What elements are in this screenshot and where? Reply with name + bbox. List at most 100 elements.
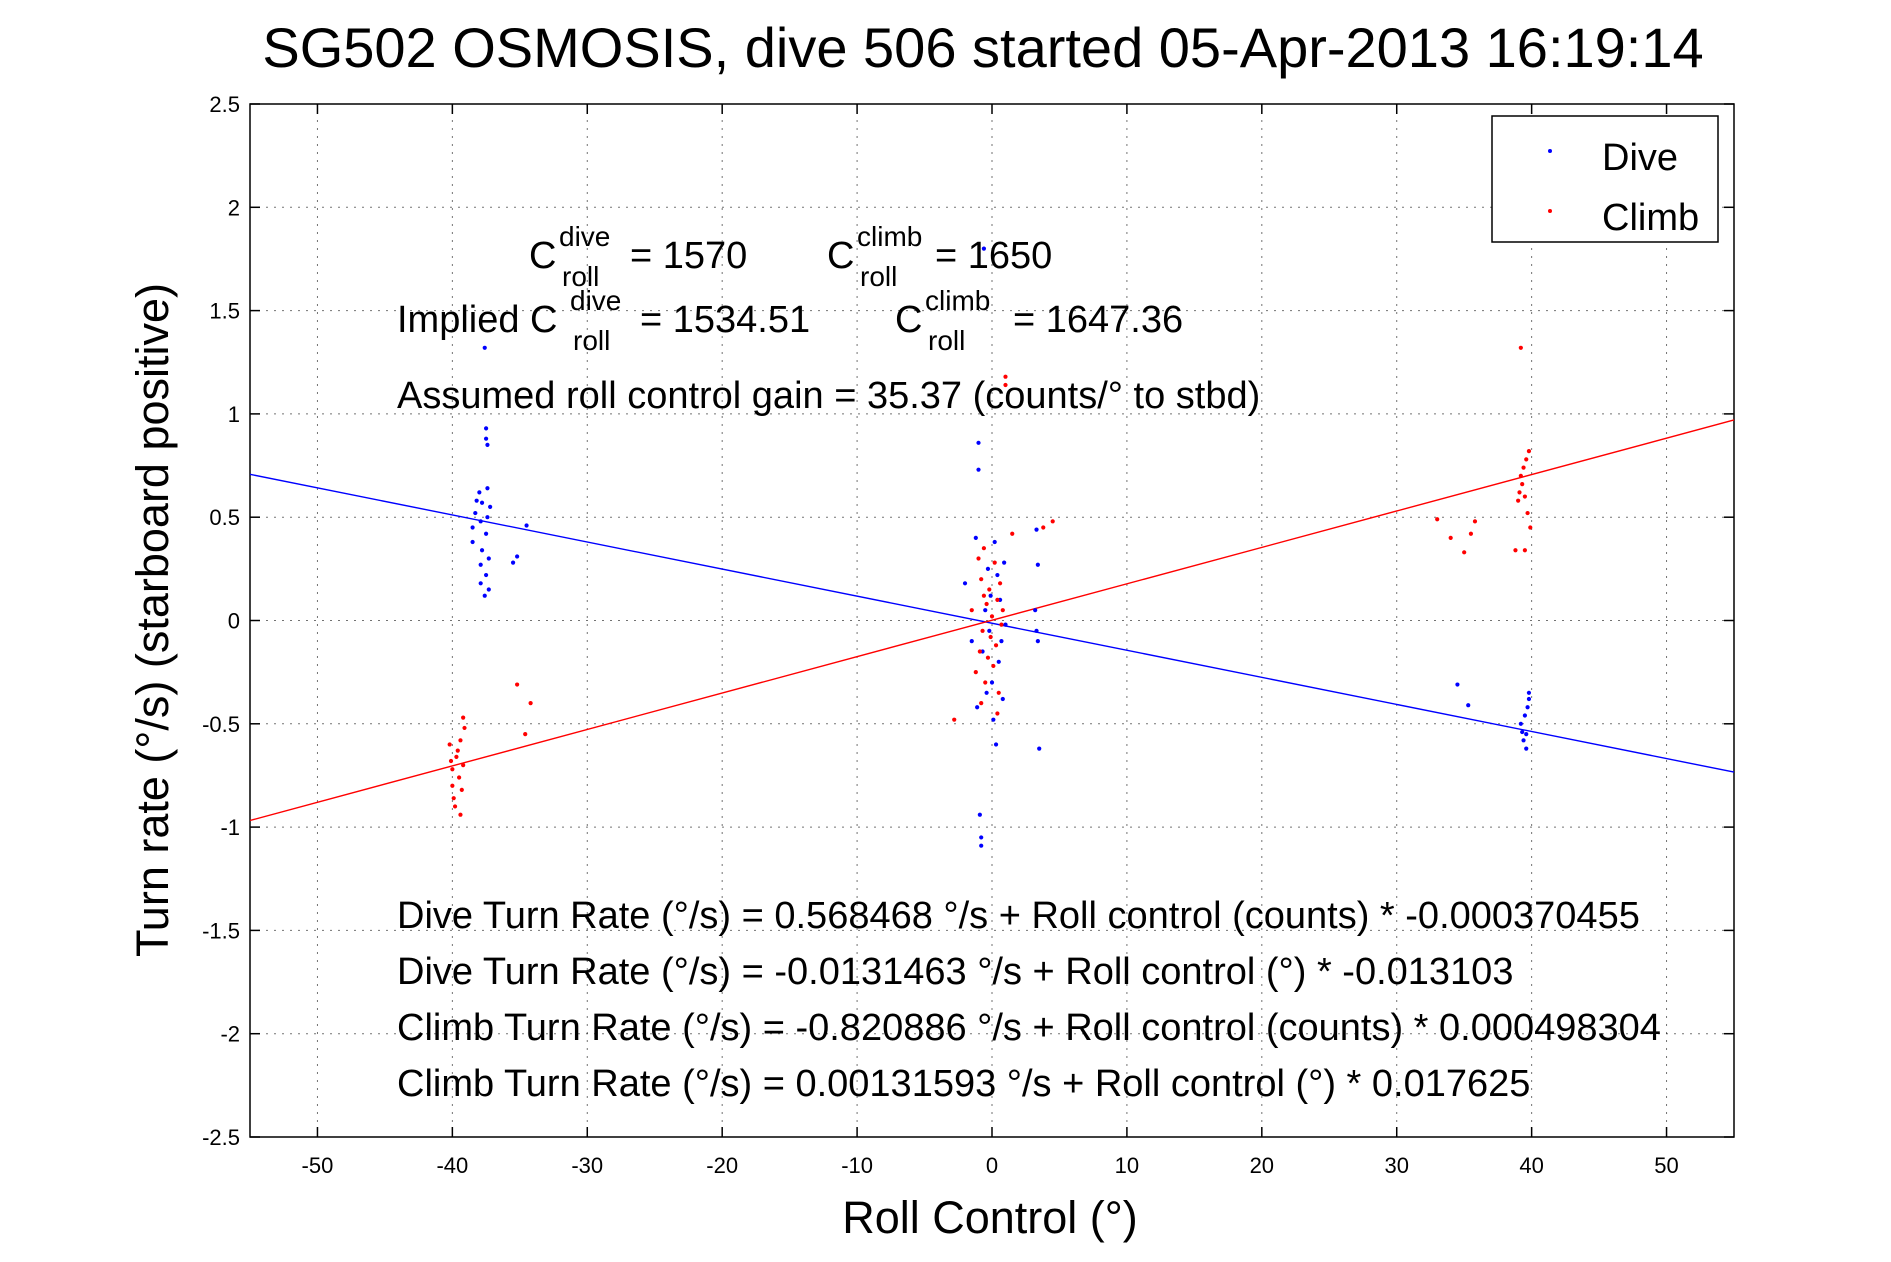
point-climb [980, 628, 985, 633]
point-dive [989, 680, 995, 685]
point-climb [458, 738, 463, 743]
point-dive [962, 581, 968, 586]
point-climb [995, 597, 1000, 602]
point-dive [483, 426, 489, 431]
point-climb [1525, 510, 1530, 516]
axis-ticks: -50 -40 -30 -20 -10 0 10 20 30 40 50-2.5-2-1.5-1-0… [202, 92, 1734, 1178]
point-climb [1435, 517, 1440, 522]
point-climb [976, 556, 981, 561]
point-climb [450, 783, 455, 788]
x-tick-label: 40 [1519, 1153, 1543, 1178]
point-climb [459, 787, 464, 793]
point-dive [1034, 527, 1039, 532]
point-dive [992, 539, 997, 545]
y-tick-label: -0.5 [202, 712, 240, 737]
point-climb [973, 670, 978, 675]
y-tick-label: 0.5 [209, 505, 240, 530]
point-dive [486, 556, 491, 561]
point-dive [1035, 639, 1040, 644]
point-dive [477, 490, 482, 495]
equation-climb-counts: Climb Turn Rate (°/s) = -0.820886 °/s + … [397, 1007, 1661, 1049]
point-dive [473, 510, 478, 516]
implied-climb-superscript: climb [925, 285, 990, 316]
point-dive [1033, 608, 1038, 613]
legend-box [1491, 115, 1719, 243]
point-dive [482, 593, 487, 598]
point-climb [451, 796, 456, 801]
point-climb [1518, 345, 1523, 350]
roll-constants-annotation: C dive roll = 1570 C climb roll = 1650 I… [397, 221, 1260, 417]
point-dive [483, 531, 489, 536]
point-dive [478, 581, 483, 586]
point-climb [969, 608, 974, 613]
point-dive [976, 440, 981, 445]
fit-lines [249, 419, 1735, 822]
legend-label-climb: Climb [1602, 197, 1699, 239]
point-climb [999, 622, 1004, 627]
point-climb [462, 725, 467, 731]
y-tick-label: 2.5 [209, 92, 240, 117]
point-dive [985, 566, 991, 571]
x-tick-label: 50 [1654, 1153, 1678, 1178]
point-climb [1468, 531, 1474, 536]
point-climb [1513, 548, 1518, 553]
implied-dive-subscript: roll [573, 325, 610, 356]
implied-dive-label: Implied C [397, 299, 558, 341]
y-tick-label: 0 [228, 609, 240, 634]
point-dive [1034, 628, 1039, 633]
point-dive [975, 705, 980, 710]
point-climb [461, 763, 466, 768]
point-climb [1521, 465, 1526, 470]
point-dive [999, 639, 1004, 644]
point-dive [979, 835, 984, 840]
x-tick-label: 0 [986, 1153, 998, 1178]
point-dive [1518, 721, 1523, 726]
y-tick-label: -1 [220, 815, 240, 840]
c-climb-superscript: climb [857, 221, 922, 252]
point-climb [458, 812, 463, 817]
data-points [447, 246, 1533, 848]
y-tick-label: -2.5 [202, 1125, 240, 1150]
point-climb [981, 593, 987, 598]
legend-marker-climb [1548, 209, 1552, 213]
point-dive [1002, 560, 1007, 565]
c-climb-subscript: roll [860, 261, 897, 292]
c-dive-value: = 1570 [630, 235, 747, 277]
point-climb [1528, 525, 1533, 530]
point-dive [1526, 690, 1532, 695]
point-dive [1000, 696, 1005, 702]
point-climb [995, 711, 1000, 716]
point-dive [485, 486, 490, 491]
x-tick-label: 20 [1250, 1153, 1274, 1178]
point-climb [977, 649, 982, 654]
y-axis-label: Turn rate (°/s) (starboard positive) [127, 283, 178, 957]
point-dive [988, 593, 993, 598]
point-dive [478, 562, 483, 567]
point-climb [1518, 473, 1523, 478]
fit-line-climb [249, 419, 1735, 822]
point-dive [486, 587, 491, 592]
y-tick-label: 1.5 [209, 299, 240, 324]
point-climb [1520, 482, 1525, 487]
point-climb [1524, 457, 1529, 462]
x-axis-label: Roll Control (°) [842, 1192, 1138, 1243]
x-tick-label: -10 [841, 1153, 873, 1178]
point-climb [523, 732, 528, 737]
point-dive [485, 442, 490, 447]
point-dive [991, 717, 996, 722]
x-tick-label: -30 [571, 1153, 603, 1178]
point-climb [984, 601, 989, 607]
y-tick-label: -2 [220, 1022, 240, 1047]
point-climb [1448, 535, 1453, 540]
point-climb [450, 767, 455, 772]
point-climb [1472, 519, 1478, 524]
point-climb [988, 634, 993, 640]
point-dive [973, 535, 978, 540]
c-dive-symbol: C [529, 235, 556, 277]
point-dive [478, 519, 483, 524]
point-dive [1037, 746, 1042, 751]
y-tick-label: -1.5 [202, 918, 240, 943]
equation-dive-degrees: Dive Turn Rate (°/s) = -0.0131463 °/s + … [397, 951, 1513, 993]
point-dive [981, 246, 987, 251]
equation-dive-counts: Dive Turn Rate (°/s) = 0.568468 °/s + Ro… [397, 895, 1640, 937]
